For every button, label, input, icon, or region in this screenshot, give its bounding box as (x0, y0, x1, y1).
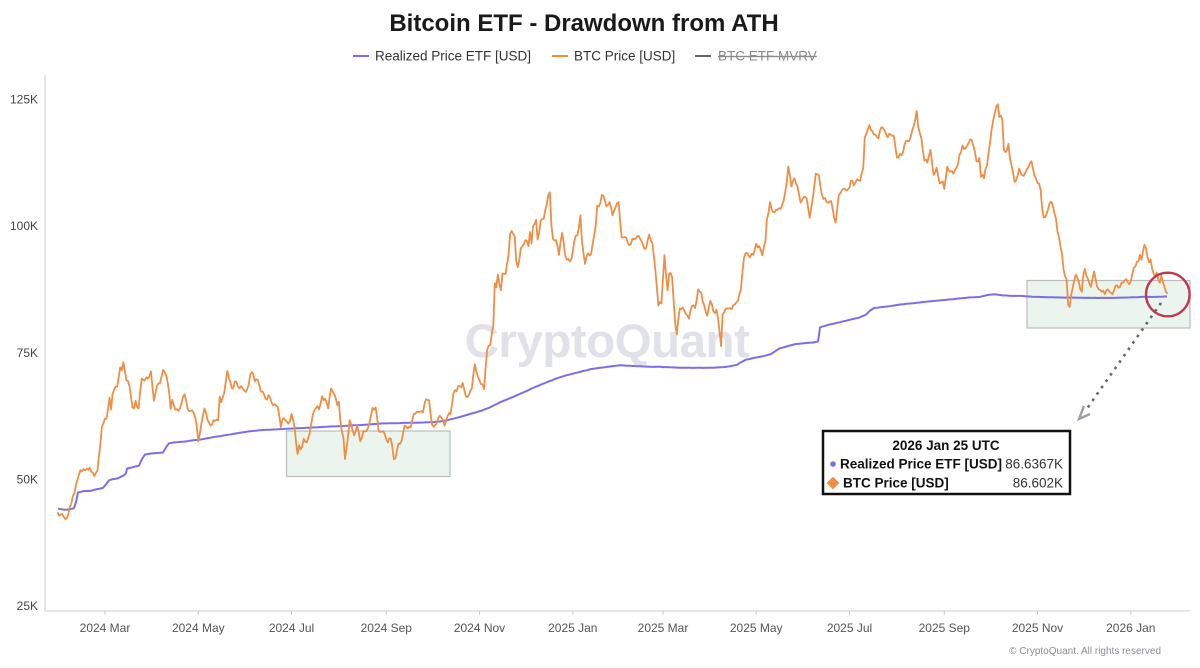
svg-text:2025 Mar: 2025 Mar (638, 621, 689, 635)
svg-text:BTC Price [USD]: BTC Price [USD] (843, 476, 949, 491)
svg-text:2025 May: 2025 May (730, 621, 783, 635)
svg-text:Realized Price ETF [USD]: Realized Price ETF [USD] (375, 49, 531, 64)
svg-text:25K: 25K (17, 599, 38, 613)
svg-text:Realized Price ETF [USD]: Realized Price ETF [USD] (840, 457, 1002, 472)
svg-text:2025 Jul: 2025 Jul (827, 621, 872, 635)
svg-text:2026 Jan 25 UTC: 2026 Jan 25 UTC (892, 438, 1000, 453)
svg-text:CryptoQuant: CryptoQuant (465, 315, 750, 368)
svg-text:2024 Jul: 2024 Jul (269, 621, 314, 635)
svg-text:2025 Jan: 2025 Jan (548, 621, 597, 635)
svg-text:2025 Sep: 2025 Sep (919, 621, 971, 635)
svg-text:2024 Sep: 2024 Sep (361, 621, 413, 635)
svg-text:50K: 50K (17, 473, 38, 487)
svg-text:BTC Price [USD]: BTC Price [USD] (574, 49, 675, 64)
svg-text:2026 Jan: 2026 Jan (1106, 621, 1155, 635)
svg-text:BTC ETF MVRV: BTC ETF MVRV (718, 49, 817, 64)
svg-text:2024 Mar: 2024 Mar (80, 621, 131, 635)
svg-text:© CryptoQuant. All rights rese: © CryptoQuant. All rights reserved (1009, 646, 1161, 657)
svg-text:125K: 125K (10, 93, 38, 107)
svg-text:2024 Nov: 2024 Nov (454, 621, 505, 635)
svg-text:100K: 100K (10, 219, 38, 233)
svg-text:86.6367K: 86.6367K (1005, 457, 1063, 472)
svg-text:Bitcoin ETF - Drawdown from AT: Bitcoin ETF - Drawdown from ATH (389, 10, 778, 37)
svg-text:86.602K: 86.602K (1013, 476, 1063, 491)
svg-text:75K: 75K (17, 346, 38, 360)
svg-text:2025 Nov: 2025 Nov (1012, 621, 1063, 635)
svg-text:2024 May: 2024 May (172, 621, 225, 635)
